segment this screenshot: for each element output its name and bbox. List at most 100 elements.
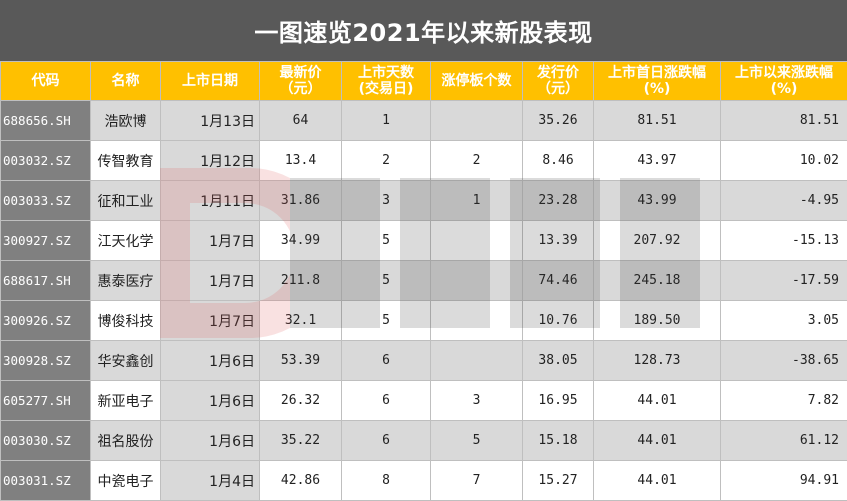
cell-change-since-listing: 81.51 <box>721 101 847 141</box>
cell-first-day-change: 128.73 <box>594 341 721 381</box>
cell-change-since-listing: -38.65 <box>721 341 847 381</box>
cell-first-day-change: 245.18 <box>594 261 721 301</box>
cell-name: 博俊科技 <box>91 301 161 341</box>
cell-latest-price: 31.86 <box>260 181 342 221</box>
cell-list-date: 1月7日 <box>161 261 260 301</box>
cell-latest-price: 211.8 <box>260 261 342 301</box>
cell-name: 华安鑫创 <box>91 341 161 381</box>
cell-latest-price: 26.32 <box>260 381 342 421</box>
cell-change-since-listing: 3.05 <box>721 301 847 341</box>
cell-code: 688656.SH <box>1 101 91 141</box>
cell-first-day-change: 81.51 <box>594 101 721 141</box>
cell-first-day-change: 43.97 <box>594 141 721 181</box>
cell-list-date: 1月7日 <box>161 221 260 261</box>
cell-list-date: 1月6日 <box>161 421 260 461</box>
cell-name: 中瓷电子 <box>91 461 161 501</box>
cell-code: 300928.SZ <box>1 341 91 381</box>
cell-first-day-change: 189.50 <box>594 301 721 341</box>
cell-list-date: 1月13日 <box>161 101 260 141</box>
cell-name: 祖名股份 <box>91 421 161 461</box>
cell-code: 300927.SZ <box>1 221 91 261</box>
cell-code: 688617.SH <box>1 261 91 301</box>
cell-first-day-change: 207.92 <box>594 221 721 261</box>
cell-change-since-listing: -15.13 <box>721 221 847 261</box>
cell-limit-up-count: 7 <box>431 461 523 501</box>
cell-code: 003032.SZ <box>1 141 91 181</box>
cell-change-since-listing: 7.82 <box>721 381 847 421</box>
cell-change-since-listing: 10.02 <box>721 141 847 181</box>
cell-name: 浩欧博 <box>91 101 161 141</box>
cell-list-date: 1月11日 <box>161 181 260 221</box>
cell-limit-up-count <box>431 341 523 381</box>
header-row: 代码名称上市日期最新价（元）上市天数(交易日)涨停板个数发行价（元）上市首日涨跌… <box>1 62 847 101</box>
cell-first-day-change: 44.01 <box>594 461 721 501</box>
cell-latest-price: 42.86 <box>260 461 342 501</box>
cell-list-date: 1月6日 <box>161 341 260 381</box>
cell-trading-days: 6 <box>342 341 431 381</box>
cell-name: 新亚电子 <box>91 381 161 421</box>
cell-issue-price: 10.76 <box>523 301 594 341</box>
ipo-table: 代码名称上市日期最新价（元）上市天数(交易日)涨停板个数发行价（元）上市首日涨跌… <box>0 61 847 501</box>
cell-trading-days: 6 <box>342 381 431 421</box>
cell-name: 惠泰医疗 <box>91 261 161 301</box>
header-first-day-change: 上市首日涨跌幅(%) <box>594 62 721 101</box>
cell-limit-up-count <box>431 261 523 301</box>
cell-limit-up-count: 5 <box>431 421 523 461</box>
cell-trading-days: 3 <box>342 181 431 221</box>
cell-code: 003033.SZ <box>1 181 91 221</box>
cell-limit-up-count <box>431 101 523 141</box>
cell-code: 003031.SZ <box>1 461 91 501</box>
cell-list-date: 1月6日 <box>161 381 260 421</box>
cell-issue-price: 35.26 <box>523 101 594 141</box>
cell-name: 传智教育 <box>91 141 161 181</box>
cell-first-day-change: 44.01 <box>594 381 721 421</box>
cell-latest-price: 53.39 <box>260 341 342 381</box>
cell-issue-price: 16.95 <box>523 381 594 421</box>
title-bar: 一图速览2021年以来新股表现 <box>0 0 847 61</box>
page-title: 一图速览2021年以来新股表现 <box>254 13 592 48</box>
cell-list-date: 1月7日 <box>161 301 260 341</box>
cell-code: 300926.SZ <box>1 301 91 341</box>
cell-name: 征和工业 <box>91 181 161 221</box>
cell-issue-price: 23.28 <box>523 181 594 221</box>
cell-limit-up-count <box>431 301 523 341</box>
cell-issue-price: 15.27 <box>523 461 594 501</box>
cell-list-date: 1月12日 <box>161 141 260 181</box>
cell-trading-days: 8 <box>342 461 431 501</box>
cell-issue-price: 38.05 <box>523 341 594 381</box>
cell-trading-days: 5 <box>342 261 431 301</box>
cell-issue-price: 8.46 <box>523 141 594 181</box>
cell-change-since-listing: 94.91 <box>721 461 847 501</box>
cell-first-day-change: 43.99 <box>594 181 721 221</box>
cell-latest-price: 64 <box>260 101 342 141</box>
cell-issue-price: 13.39 <box>523 221 594 261</box>
cell-issue-price: 15.18 <box>523 421 594 461</box>
cell-latest-price: 35.22 <box>260 421 342 461</box>
cell-trading-days: 5 <box>342 221 431 261</box>
cell-latest-price: 13.4 <box>260 141 342 181</box>
cell-list-date: 1月4日 <box>161 461 260 501</box>
header-latest-price: 最新价（元） <box>260 62 342 101</box>
cell-limit-up-count: 2 <box>431 141 523 181</box>
cell-name: 江天化学 <box>91 221 161 261</box>
cell-trading-days: 5 <box>342 301 431 341</box>
cell-issue-price: 74.46 <box>523 261 594 301</box>
header-limit-up-count: 涨停板个数 <box>431 62 523 101</box>
cell-limit-up-count: 3 <box>431 381 523 421</box>
cell-latest-price: 34.99 <box>260 221 342 261</box>
cell-trading-days: 1 <box>342 101 431 141</box>
cell-trading-days: 6 <box>342 421 431 461</box>
cell-code: 003030.SZ <box>1 421 91 461</box>
header-change-since-listing: 上市以来涨跌幅(%) <box>721 62 847 101</box>
